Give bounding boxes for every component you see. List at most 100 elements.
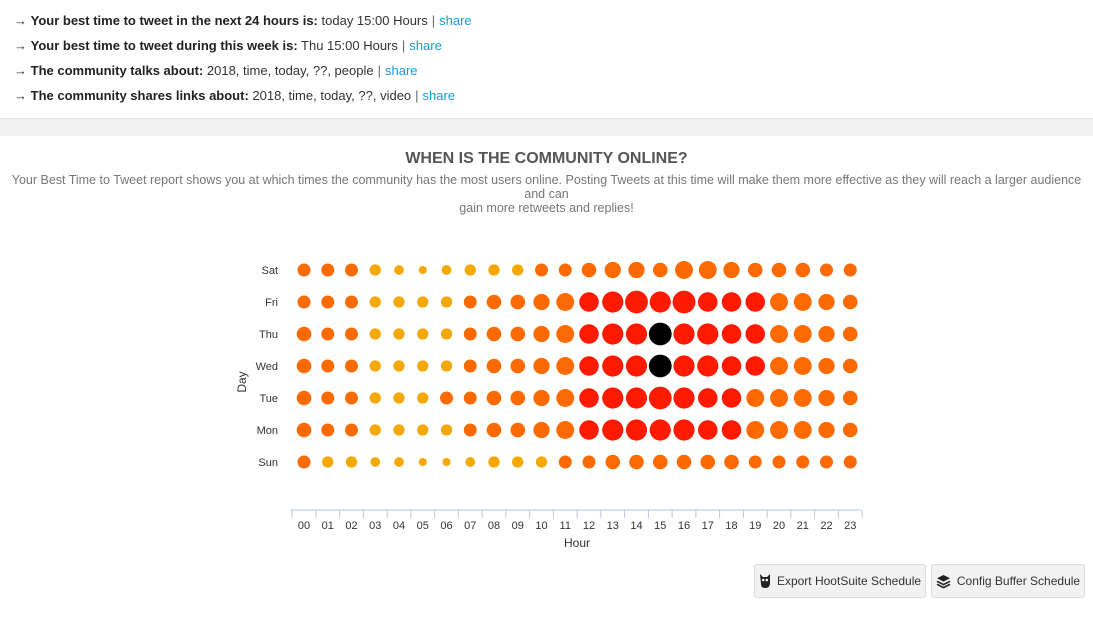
data-point	[697, 355, 719, 377]
data-point	[556, 325, 575, 343]
data-point	[602, 387, 624, 409]
data-point	[297, 295, 311, 309]
data-point	[535, 456, 548, 468]
x-tick-label: 09	[512, 520, 524, 532]
owl-icon	[759, 573, 771, 589]
data-point	[463, 327, 477, 341]
data-point	[748, 455, 762, 469]
share-link[interactable]: share	[422, 88, 456, 103]
data-point	[818, 293, 835, 311]
data-point	[486, 294, 502, 310]
data-point	[842, 422, 858, 438]
data-point	[770, 357, 788, 375]
data-point	[440, 296, 453, 308]
data-point	[602, 323, 624, 345]
data-point	[842, 294, 858, 310]
share-link[interactable]: share	[385, 63, 418, 78]
arrow-icon: →	[14, 13, 27, 28]
data-point	[369, 360, 381, 372]
y-tick-label: Sat	[261, 265, 278, 277]
data-point	[464, 264, 476, 276]
data-point	[842, 358, 858, 374]
data-point	[675, 261, 693, 279]
x-tick-label: 01	[322, 520, 334, 532]
data-point	[843, 455, 857, 469]
data-point	[369, 328, 381, 340]
data-point	[746, 421, 765, 439]
data-point	[510, 390, 526, 406]
data-point	[556, 293, 575, 311]
data-point	[463, 391, 477, 405]
insight-value: 2018, time, today, ??, people	[206, 63, 374, 78]
data-point	[393, 296, 405, 308]
data-point	[676, 454, 692, 470]
x-tick-label: 14	[630, 520, 642, 532]
data-point	[369, 424, 381, 436]
insights-list: → Your best time to tweet in the next 24…	[14, 8, 472, 108]
data-point	[440, 391, 453, 405]
insight-label: The community shares links about:	[30, 88, 249, 103]
data-point	[793, 325, 812, 343]
data-point	[581, 262, 597, 278]
section-description: Your Best Time to Tweet report shows you…	[0, 173, 1093, 215]
data-point	[488, 456, 500, 468]
data-point	[648, 322, 672, 346]
data-point	[369, 296, 381, 308]
data-point	[795, 262, 811, 278]
x-tick-label: 04	[393, 520, 405, 532]
data-point	[723, 261, 740, 279]
data-point	[510, 326, 526, 342]
data-point	[724, 454, 739, 470]
data-point	[418, 457, 427, 467]
separator: |	[377, 63, 381, 78]
data-point	[321, 263, 335, 277]
data-point	[746, 389, 765, 407]
data-point	[441, 265, 452, 275]
share-link[interactable]: share	[439, 13, 472, 28]
data-point	[345, 391, 358, 405]
export-hootsuite-button[interactable]: Export HootSuite Schedule	[754, 564, 926, 598]
data-point	[533, 421, 550, 439]
data-point	[793, 357, 812, 375]
x-tick-label: 15	[654, 520, 666, 532]
insight-label: Your best time to tweet during this week…	[30, 38, 298, 53]
config-buffer-button[interactable]: Config Buffer Schedule	[931, 564, 1085, 598]
section-divider	[0, 118, 1093, 136]
data-point	[579, 356, 599, 376]
data-point	[652, 262, 668, 278]
y-tick-label: Tue	[259, 393, 278, 405]
data-point	[582, 455, 596, 469]
data-point	[629, 454, 644, 470]
data-point	[579, 420, 599, 440]
x-tick-label: 10	[535, 520, 547, 532]
data-point	[793, 293, 812, 311]
data-point	[296, 390, 312, 406]
data-point	[842, 326, 858, 342]
x-tick-label: 07	[464, 520, 476, 532]
data-point	[721, 324, 742, 344]
share-link[interactable]: share	[409, 38, 442, 53]
data-point	[535, 263, 548, 277]
data-point	[321, 423, 335, 437]
data-point	[486, 390, 502, 406]
data-point	[512, 456, 524, 468]
data-point	[628, 261, 645, 279]
x-tick-label: 12	[583, 520, 595, 532]
data-point	[417, 296, 429, 308]
data-point	[370, 457, 381, 467]
data-point	[417, 392, 429, 404]
data-point	[463, 295, 477, 309]
data-point	[417, 424, 429, 436]
y-tick-label: Thu	[259, 329, 278, 341]
data-point	[345, 327, 358, 341]
data-point	[418, 265, 427, 275]
data-point	[369, 264, 381, 276]
data-point	[818, 421, 835, 439]
data-point	[602, 291, 624, 313]
data-point	[558, 455, 572, 469]
data-point	[321, 327, 335, 341]
layers-icon	[936, 574, 951, 589]
arrow-icon: →	[14, 63, 27, 78]
data-point	[793, 389, 812, 407]
data-point	[533, 325, 550, 343]
